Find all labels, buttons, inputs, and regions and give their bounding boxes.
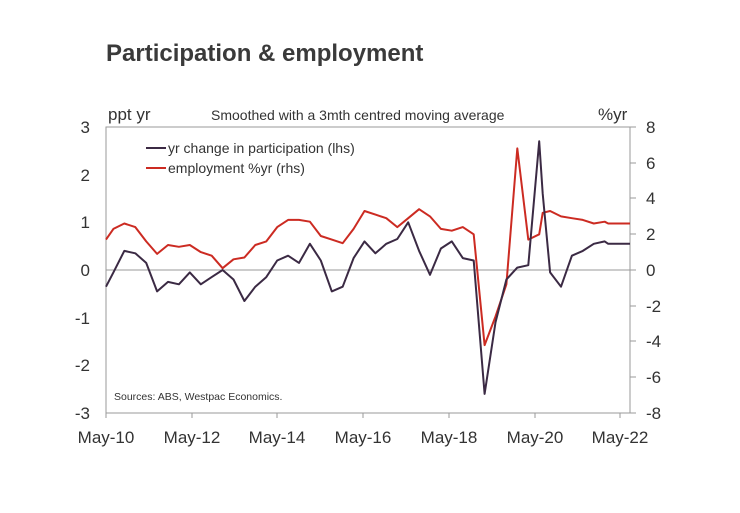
x-tick-label: May-20 — [507, 428, 564, 447]
right-tick-label: 4 — [646, 189, 655, 208]
left-axis: 3 2 1 0 -1 -2 -3 — [75, 118, 90, 423]
left-tick-label: 3 — [81, 118, 90, 137]
left-tick-label: -1 — [75, 309, 90, 328]
left-axis-label: ppt yr — [108, 105, 151, 124]
right-tick-label: -4 — [646, 332, 661, 351]
right-tick-label: -6 — [646, 368, 661, 387]
x-tick-label: May-10 — [78, 428, 135, 447]
right-tick-label: 2 — [646, 225, 655, 244]
left-tick-label: 2 — [81, 166, 90, 185]
x-tick-label: May-12 — [164, 428, 221, 447]
x-axis: May-10 May-12 May-14 May-16 May-18 May-2… — [78, 413, 649, 447]
right-tick-label: 8 — [646, 118, 655, 137]
right-tick-label: -8 — [646, 404, 661, 423]
left-tick-label: -3 — [75, 404, 90, 423]
series-line-employment — [105, 147, 630, 347]
x-tick-label: May-14 — [249, 428, 306, 447]
x-tick-label: May-18 — [421, 428, 478, 447]
left-tick-label: 1 — [81, 213, 90, 232]
chart-subtitle: Smoothed with a 3mth centred moving aver… — [211, 107, 505, 123]
left-tick-label: -2 — [75, 356, 90, 375]
chart-title: Participation & employment — [106, 40, 424, 67]
right-tick-label: 0 — [646, 261, 655, 280]
x-tick-label: May-16 — [335, 428, 392, 447]
right-axis: 8 6 4 2 0 -2 -4 -6 -8 — [630, 118, 661, 423]
right-tick-label: 6 — [646, 154, 655, 173]
legend: yr change in participation (lhs) employm… — [146, 140, 355, 176]
right-tick-label: -2 — [646, 297, 661, 316]
legend-label-employment: employment %yr (rhs) — [168, 160, 305, 176]
legend-label-participation: yr change in participation (lhs) — [168, 140, 355, 156]
series-line-participation — [105, 140, 630, 395]
x-tick-label: May-22 — [592, 428, 649, 447]
right-axis-label: %yr — [598, 105, 628, 124]
left-tick-label: 0 — [81, 261, 90, 280]
source-note: Sources: ABS, Westpac Economics. — [114, 391, 282, 403]
